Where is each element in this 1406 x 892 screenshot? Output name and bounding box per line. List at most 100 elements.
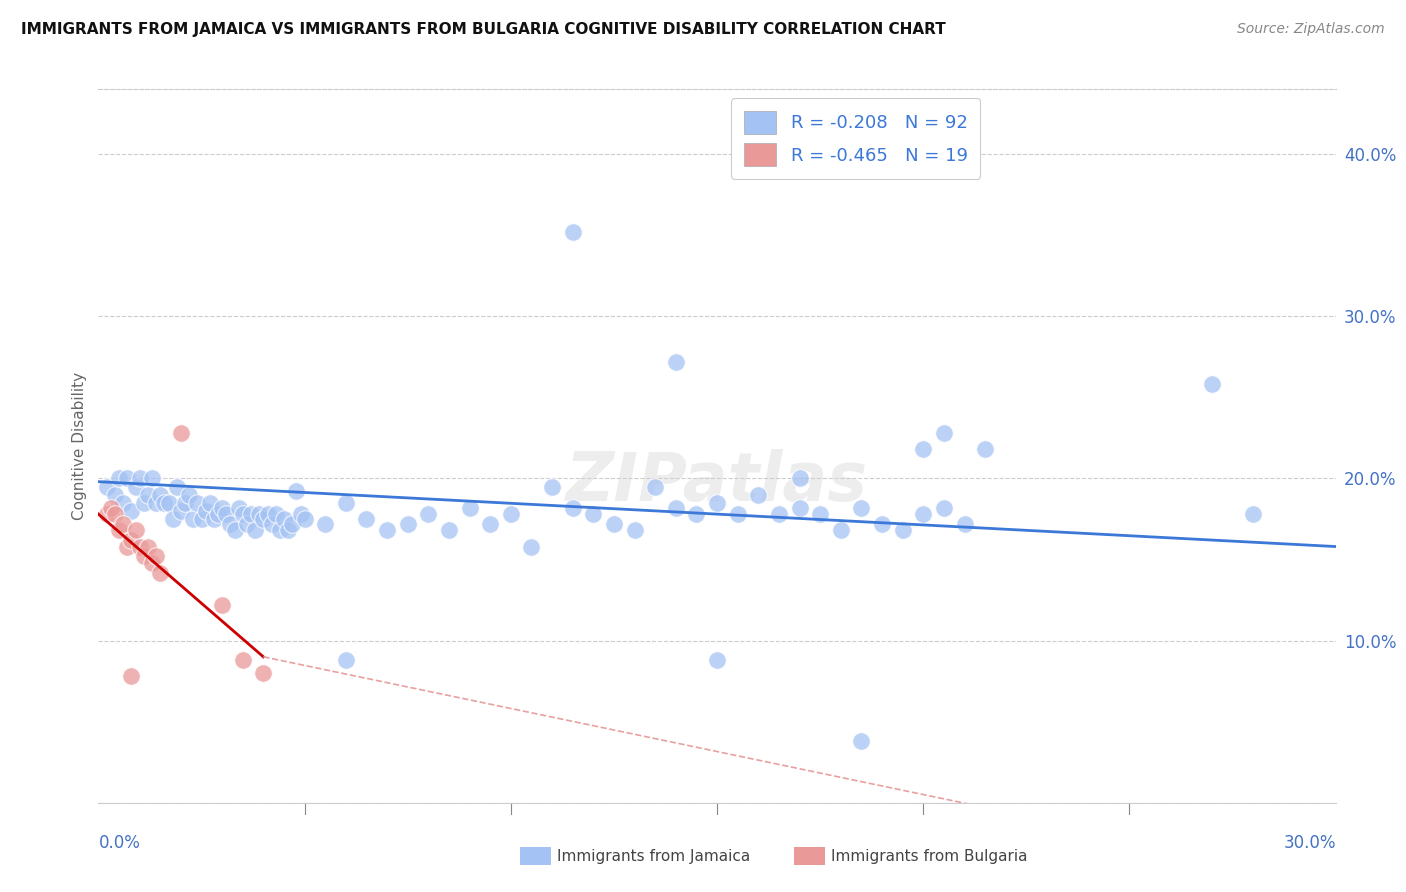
Point	[186, 496, 208, 510]
Point	[145, 549, 167, 564]
Point	[166, 479, 188, 493]
Point	[891, 524, 914, 538]
Point	[162, 512, 184, 526]
Point	[437, 524, 460, 538]
Point	[170, 425, 193, 440]
Point	[418, 507, 440, 521]
Point	[789, 500, 811, 515]
Point	[198, 496, 221, 510]
Point	[458, 500, 481, 515]
Point	[706, 496, 728, 510]
Point	[1201, 377, 1223, 392]
Point	[356, 512, 378, 526]
Point	[314, 516, 336, 531]
Point	[561, 225, 583, 239]
Point	[706, 653, 728, 667]
Text: IMMIGRANTS FROM JAMAICA VS IMMIGRANTS FROM BULGARIA COGNITIVE DISABILITY CORRELA: IMMIGRANTS FROM JAMAICA VS IMMIGRANTS FR…	[21, 22, 946, 37]
Point	[747, 488, 769, 502]
Point	[207, 507, 229, 521]
Point	[243, 524, 266, 538]
Point	[269, 524, 291, 538]
Point	[157, 496, 180, 510]
Point	[120, 504, 142, 518]
Point	[232, 507, 254, 521]
Point	[953, 516, 976, 531]
Point	[124, 524, 146, 538]
Point	[932, 500, 955, 515]
Point	[1241, 507, 1264, 521]
Text: Immigrants from Jamaica: Immigrants from Jamaica	[557, 849, 749, 863]
Point	[128, 540, 150, 554]
Point	[396, 516, 419, 531]
Point	[520, 540, 543, 554]
Point	[211, 598, 233, 612]
Point	[224, 524, 246, 538]
Point	[582, 507, 605, 521]
Point	[252, 666, 274, 681]
Point	[240, 507, 263, 521]
Point	[830, 524, 852, 538]
Point	[179, 488, 201, 502]
Point	[264, 507, 287, 521]
Point	[202, 512, 225, 526]
Point	[277, 524, 299, 538]
Point	[685, 507, 707, 521]
Point	[211, 500, 233, 515]
Text: Immigrants from Bulgaria: Immigrants from Bulgaria	[831, 849, 1028, 863]
Y-axis label: Cognitive Disability: Cognitive Disability	[72, 372, 87, 520]
Point	[851, 500, 873, 515]
Point	[644, 479, 666, 493]
Legend: R = -0.208   N = 92, R = -0.465   N = 19: R = -0.208 N = 92, R = -0.465 N = 19	[731, 98, 980, 179]
Point	[290, 507, 312, 521]
Point	[194, 504, 217, 518]
Point	[499, 507, 522, 521]
Point	[479, 516, 502, 531]
Text: 30.0%: 30.0%	[1284, 834, 1336, 852]
Point	[128, 471, 150, 485]
Point	[932, 425, 955, 440]
Text: Source: ZipAtlas.com: Source: ZipAtlas.com	[1237, 22, 1385, 37]
Point	[273, 512, 295, 526]
Point	[851, 734, 873, 748]
Point	[808, 507, 831, 521]
Point	[219, 516, 242, 531]
Point	[112, 516, 135, 531]
Point	[174, 496, 197, 510]
Point	[117, 471, 139, 485]
Point	[120, 669, 142, 683]
Point	[149, 488, 172, 502]
Point	[974, 442, 997, 457]
Point	[96, 507, 118, 521]
Point	[285, 484, 308, 499]
Point	[132, 496, 155, 510]
Point	[335, 496, 357, 510]
Point	[145, 496, 167, 510]
Point	[665, 500, 688, 515]
Point	[141, 556, 163, 570]
Point	[149, 566, 172, 580]
Point	[108, 524, 131, 538]
Point	[215, 507, 238, 521]
Point	[141, 471, 163, 485]
Point	[247, 507, 270, 521]
Point	[112, 496, 135, 510]
Point	[603, 516, 626, 531]
Point	[170, 504, 193, 518]
Point	[181, 512, 204, 526]
Point	[912, 442, 935, 457]
Point	[281, 516, 304, 531]
Point	[768, 507, 790, 521]
Point	[256, 507, 278, 521]
Point	[124, 479, 146, 493]
Point	[665, 354, 688, 368]
Point	[117, 540, 139, 554]
Point	[294, 512, 316, 526]
Point	[375, 524, 398, 538]
Point	[912, 507, 935, 521]
Text: ZIPatlas: ZIPatlas	[567, 449, 868, 515]
Point	[136, 488, 159, 502]
Point	[104, 488, 127, 502]
Point	[232, 653, 254, 667]
Point	[727, 507, 749, 521]
Point	[104, 507, 127, 521]
